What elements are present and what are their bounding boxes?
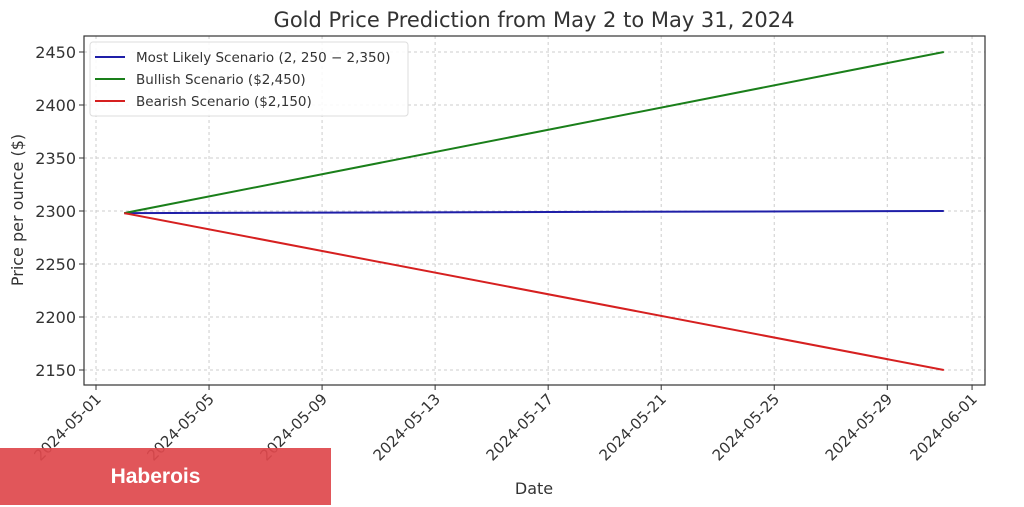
series-line-1 — [124, 51, 944, 215]
x-tick-label: 2024-05-21 — [596, 390, 670, 464]
legend-box — [89, 41, 409, 117]
y-tick-label: 2400 — [35, 96, 76, 115]
legend-entry: Bullish Scenario ($2,450) — [136, 72, 306, 88]
chart-title: Gold Price Prediction from May 2 to May … — [274, 8, 795, 32]
watermark-label: Haberois — [110, 464, 201, 488]
legend-entry: Bearish Scenario ($2,150) — [136, 94, 312, 110]
series-line-2 — [124, 212, 944, 371]
legend-entry: Most Likely Scenario (2, 250 − 2,350) — [136, 50, 390, 66]
y-tick-label: 2200 — [35, 308, 76, 327]
y-tick-label: 2350 — [35, 149, 76, 168]
y-tick-label: 2150 — [35, 361, 76, 380]
series-line-0 — [124, 210, 944, 215]
x-tick-label: 2024-05-17 — [483, 390, 557, 464]
y-tick-label: 2250 — [35, 255, 76, 274]
y-tick-label: 2450 — [35, 43, 76, 62]
x-tick-label: 2024-05-29 — [822, 390, 896, 464]
x-tick-label: 2024-05-25 — [709, 390, 783, 464]
x-tick-label: 2024-06-01 — [907, 390, 981, 464]
legend: Most Likely Scenario (2, 250 − 2,350) Bul… — [89, 41, 409, 117]
x-axis-label: Date — [515, 479, 553, 498]
watermark-banner: Haberois — [0, 448, 331, 505]
series-lines — [124, 51, 944, 371]
y-tick-label: 2300 — [35, 202, 76, 221]
y-axis-label: Price per ounce ($) — [8, 134, 27, 286]
x-tick-label: 2024-05-13 — [370, 390, 444, 464]
